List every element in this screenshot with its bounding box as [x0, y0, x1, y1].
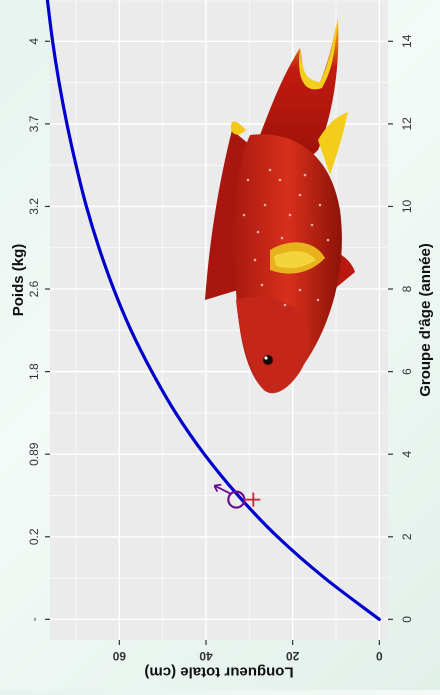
x-tick-label: 14: [400, 34, 414, 48]
x-tick-label: 6: [400, 368, 414, 375]
male-arrow-head: [213, 483, 222, 493]
y-tick-label: 20: [286, 649, 300, 663]
x-tick-label: 8: [400, 285, 414, 292]
secondary-tick-label: 0.89: [27, 442, 41, 466]
secondary-tick-label: 0.2: [27, 528, 41, 545]
x-tick-label: 10: [400, 199, 414, 213]
x-tick-label: 0: [400, 616, 414, 623]
annotations: [213, 483, 261, 509]
plot-background: [50, 0, 388, 640]
x-tick-label: 4: [400, 451, 414, 458]
secondary-tick-label: -: [27, 617, 41, 621]
secondary-tick-label: 2.6: [27, 280, 41, 297]
secondary-axis-title: Poids (kg): [10, 244, 27, 317]
male-arrow-shaft: [213, 484, 231, 495]
axes: 0 2 4 6 8 10 12 14 Groupe d'âge (année) - 0.2 0.89 1…: [10, 34, 434, 680]
y-tick-label: 0: [376, 649, 383, 663]
red-hogfish-illustration: [205, 18, 355, 394]
series-line-1: [45, 0, 381, 621]
y-axis-title: Longueur totale (cm): [144, 664, 293, 681]
secondary-tick-label: 1.8: [27, 363, 41, 380]
x-tick-label: 2: [400, 533, 414, 540]
x-tick-label: 12: [400, 117, 414, 131]
y-tick-label: 60: [112, 649, 126, 663]
secondary-tick-label: 4: [27, 38, 41, 45]
y-tick-label: 40: [199, 649, 213, 663]
x-axis-title: Groupe d'âge (année): [417, 243, 434, 397]
secondary-tick-label: 3.7: [27, 115, 41, 132]
secondary-tick-label: 3.2: [27, 198, 41, 215]
male-female-symbol-icon: [213, 483, 261, 509]
series-lines: [45, 0, 381, 621]
